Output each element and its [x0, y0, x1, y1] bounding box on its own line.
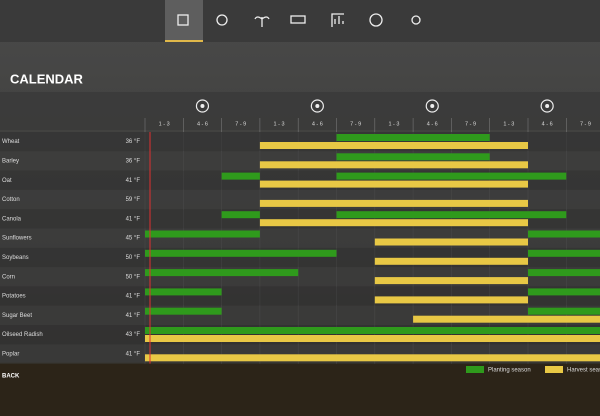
harvest-bar	[259, 142, 528, 149]
crop-temp: 41 °F	[126, 313, 141, 319]
harvest-bar	[259, 199, 528, 207]
planting-bar	[145, 327, 600, 334]
planting-bar	[221, 211, 260, 219]
season-icon-core	[200, 104, 205, 108]
period-label: 4 - 6	[542, 121, 553, 127]
crop-temp: 36 °F	[126, 139, 141, 145]
back-button[interactable]: BACK	[2, 374, 20, 380]
planting-bar	[145, 269, 299, 277]
planting-bar	[145, 230, 260, 238]
crop-name: Wheat	[2, 139, 20, 145]
season-icon	[540, 99, 554, 113]
planting-bar	[336, 134, 490, 141]
season-icon	[425, 99, 439, 113]
stats-icon[interactable]	[331, 13, 344, 27]
planting-bar	[145, 249, 337, 257]
crop-name: Sunflowers	[2, 236, 32, 242]
nav-underline	[165, 40, 203, 42]
crop-name: Poplar	[2, 352, 19, 358]
crop-temp: 36 °F	[126, 159, 141, 165]
header-band	[0, 92, 600, 130]
season-icon	[310, 99, 324, 113]
calendar-icon[interactable]	[177, 14, 189, 26]
crop-temp: 43 °F	[126, 332, 141, 338]
crop-name: Barley	[2, 159, 19, 165]
period-label: 1 - 3	[274, 121, 285, 127]
period-label: 7 - 9	[465, 121, 476, 127]
nav-tab-active[interactable]	[165, 0, 203, 42]
period-label: 4 - 6	[197, 121, 208, 127]
harvest-bar	[374, 277, 528, 285]
crop-name: Sugar Beet	[2, 313, 32, 319]
planting-bar	[528, 307, 600, 315]
season-icon-core	[315, 104, 320, 108]
legend-planting-swatch	[466, 366, 484, 373]
crop-name: Oilseed Radish	[2, 332, 43, 338]
period-label: 1 - 3	[503, 121, 514, 127]
crop-temp: 59 °F	[126, 197, 141, 203]
harvest-bar	[413, 315, 600, 323]
planting-bar	[145, 307, 222, 315]
period-label: 1 - 3	[159, 121, 170, 127]
period-label: 7 - 9	[235, 121, 246, 127]
planting-bar	[336, 153, 490, 161]
nav-icons	[177, 13, 421, 27]
crop-temp: 41 °F	[126, 352, 141, 358]
harvest-bar	[259, 219, 528, 227]
crop-temp: 50 °F	[126, 274, 141, 280]
weather-icon[interactable]	[216, 14, 228, 26]
period-label: 1 - 3	[388, 121, 399, 127]
legend-harvest-label: Harvest season	[567, 368, 600, 374]
planting-bar	[528, 249, 600, 257]
page-title: CALENDAR	[10, 71, 84, 86]
crop-name: Oat	[2, 178, 12, 184]
planting-bar	[221, 172, 260, 180]
legend-harvest-swatch	[545, 366, 563, 373]
crop-name: Soybeans	[2, 255, 29, 261]
crop-name: Cotton	[2, 197, 20, 203]
planting-bar	[145, 288, 222, 296]
season-icon-core	[430, 104, 435, 108]
crop-name: Potatoes	[2, 294, 26, 300]
harvest-bar	[145, 335, 600, 342]
harvest-bar	[374, 296, 528, 304]
period-label: 4 - 6	[427, 121, 438, 127]
harvest-bar	[259, 180, 528, 188]
crop-temp: 41 °F	[126, 178, 141, 184]
legend-planting-label: Planting season	[488, 368, 531, 374]
crop-temp: 45 °F	[126, 236, 141, 242]
planting-bar	[336, 172, 567, 180]
top-nav	[0, 0, 600, 42]
season-icon-core	[545, 104, 550, 108]
finance-icon[interactable]	[369, 13, 383, 27]
crop-temp: 41 °F	[126, 216, 141, 222]
planting-bar	[528, 230, 600, 238]
period-label: 7 - 9	[580, 121, 591, 127]
planting-bar	[528, 288, 600, 296]
crop-temp: 50 °F	[126, 255, 141, 261]
planting-bar	[336, 211, 567, 219]
crop-name: Canola	[2, 216, 22, 222]
crop-temp: 41 °F	[126, 294, 141, 300]
period-label: 7 - 9	[350, 121, 361, 127]
planting-bar	[528, 269, 600, 277]
season-icon	[195, 99, 210, 113]
harvest-bar	[374, 257, 528, 265]
crop-name: Corn	[2, 274, 15, 280]
ground	[0, 362, 600, 416]
harvest-bar	[374, 238, 528, 246]
settings-icon[interactable]	[411, 15, 421, 25]
crops-icon[interactable]	[254, 16, 270, 27]
period-label: 4 - 6	[312, 121, 323, 127]
harvest-bar	[145, 354, 600, 362]
animals-icon[interactable]	[290, 15, 306, 24]
harvest-bar	[259, 161, 528, 169]
